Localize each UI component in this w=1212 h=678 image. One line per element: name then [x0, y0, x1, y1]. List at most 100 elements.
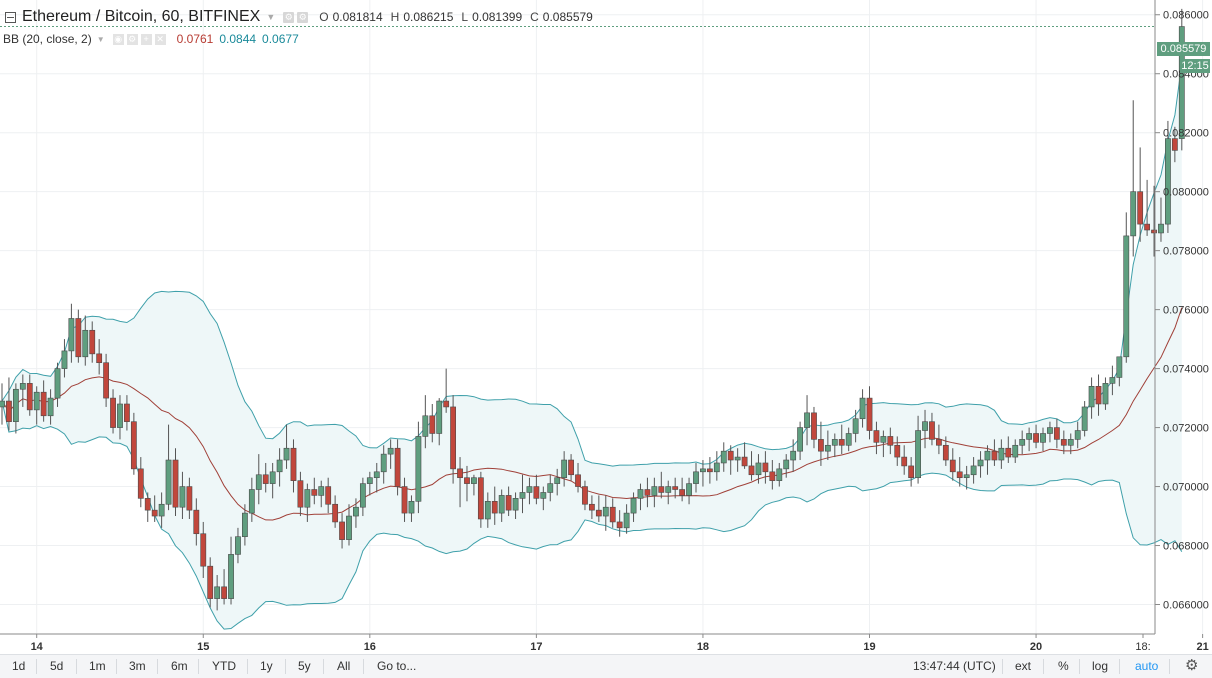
candle[interactable] — [186, 477, 193, 519]
gear-icon[interactable]: ⚙ — [1185, 657, 1199, 674]
candle[interactable] — [915, 415, 921, 484]
range-1m[interactable]: 1m — [89, 659, 106, 673]
settings-icon[interactable]: ⚙ — [283, 11, 295, 23]
candle[interactable] — [1081, 401, 1088, 437]
candle[interactable] — [68, 303, 75, 363]
candle[interactable] — [658, 471, 665, 499]
add-icon[interactable]: + — [140, 33, 152, 45]
candle[interactable] — [172, 448, 179, 517]
candle[interactable] — [387, 439, 394, 469]
candle[interactable] — [429, 403, 436, 443]
candle[interactable] — [963, 465, 970, 490]
candle[interactable] — [575, 462, 581, 493]
candle[interactable] — [665, 480, 672, 505]
candle[interactable] — [797, 421, 803, 461]
candle[interactable] — [332, 495, 339, 528]
candle[interactable] — [179, 471, 186, 519]
candle[interactable] — [443, 368, 450, 413]
candle[interactable] — [207, 557, 214, 608]
candle[interactable] — [1116, 356, 1123, 387]
candle[interactable] — [82, 315, 89, 366]
candle[interactable] — [1144, 179, 1150, 236]
candle[interactable] — [949, 448, 956, 481]
candle[interactable] — [464, 465, 470, 502]
settings-icon[interactable]: ⚙ — [126, 33, 138, 45]
candle[interactable] — [1109, 365, 1116, 396]
candle[interactable] — [706, 457, 713, 484]
candle[interactable] — [26, 374, 33, 416]
candle[interactable] — [845, 427, 852, 452]
candle[interactable] — [450, 395, 456, 484]
candle[interactable] — [89, 321, 96, 363]
candle[interactable] — [137, 457, 144, 508]
candle[interactable] — [568, 454, 574, 481]
candle[interactable] — [505, 486, 512, 517]
log-toggle[interactable]: log — [1092, 659, 1109, 673]
candle[interactable] — [130, 412, 137, 475]
candle[interactable] — [998, 439, 1005, 469]
candle[interactable] — [373, 462, 380, 493]
range-5y[interactable]: 5y — [298, 659, 311, 673]
candle[interactable] — [693, 462, 699, 493]
candle[interactable] — [221, 569, 227, 605]
candle[interactable] — [110, 389, 116, 434]
candle[interactable] — [318, 480, 325, 508]
candle[interactable] — [880, 430, 887, 458]
collapse-icon[interactable] — [5, 11, 16, 23]
candle[interactable] — [12, 383, 19, 434]
candle[interactable] — [339, 513, 345, 549]
candle[interactable] — [616, 510, 623, 537]
goto-button[interactable]: Go to... — [377, 659, 417, 673]
candle[interactable] — [457, 457, 463, 508]
candle[interactable] — [1012, 439, 1019, 463]
candle[interactable] — [75, 309, 82, 363]
candle[interactable] — [1158, 197, 1164, 242]
candle[interactable] — [491, 486, 498, 525]
candle[interactable] — [1088, 377, 1095, 419]
candle[interactable] — [776, 462, 783, 487]
candle[interactable] — [935, 424, 942, 455]
candle[interactable] — [1095, 374, 1102, 416]
symbol-title[interactable]: Ethereum / Bitcoin, 60, BITFINEX — [22, 8, 261, 25]
candle[interactable] — [117, 395, 123, 440]
candle[interactable] — [47, 389, 54, 425]
candle[interactable] — [144, 492, 151, 522]
candle[interactable] — [595, 495, 602, 522]
chevron-down-icon[interactable]: ▼ — [266, 12, 276, 22]
candle[interactable] — [19, 374, 26, 407]
candle[interactable] — [1040, 427, 1046, 452]
candle[interactable] — [61, 339, 68, 378]
candle[interactable] — [991, 439, 998, 466]
candle[interactable] — [304, 483, 311, 522]
candle[interactable] — [956, 457, 963, 487]
candle[interactable] — [54, 362, 61, 407]
candle[interactable] — [637, 483, 644, 511]
candle[interactable] — [1005, 436, 1012, 463]
candle[interactable] — [366, 471, 373, 496]
candle[interactable] — [269, 462, 276, 499]
candle[interactable] — [276, 448, 283, 487]
clock-display[interactable]: 13:47:44 (UTC) — [913, 659, 996, 673]
candle[interactable] — [977, 451, 984, 478]
candle[interactable] — [401, 477, 408, 522]
candle[interactable] — [394, 439, 401, 496]
candle[interactable] — [283, 424, 290, 469]
percent-toggle[interactable]: % — [1058, 659, 1069, 673]
candle[interactable] — [526, 477, 533, 505]
ext-toggle[interactable]: ext — [1015, 659, 1032, 673]
candle[interactable] — [908, 457, 915, 487]
candle[interactable] — [477, 471, 484, 528]
candle[interactable] — [547, 474, 554, 502]
candle[interactable] — [165, 424, 172, 511]
candle[interactable] — [6, 377, 12, 431]
candle[interactable] — [561, 451, 568, 487]
candle[interactable] — [922, 409, 928, 449]
candle[interactable] — [700, 460, 706, 487]
candle[interactable] — [1019, 430, 1026, 455]
auto-toggle[interactable]: auto — [1135, 659, 1159, 673]
candle[interactable] — [894, 436, 901, 466]
candle[interactable] — [859, 389, 866, 428]
candle[interactable] — [408, 495, 415, 522]
candle[interactable] — [255, 454, 262, 505]
candle[interactable] — [1026, 427, 1033, 452]
